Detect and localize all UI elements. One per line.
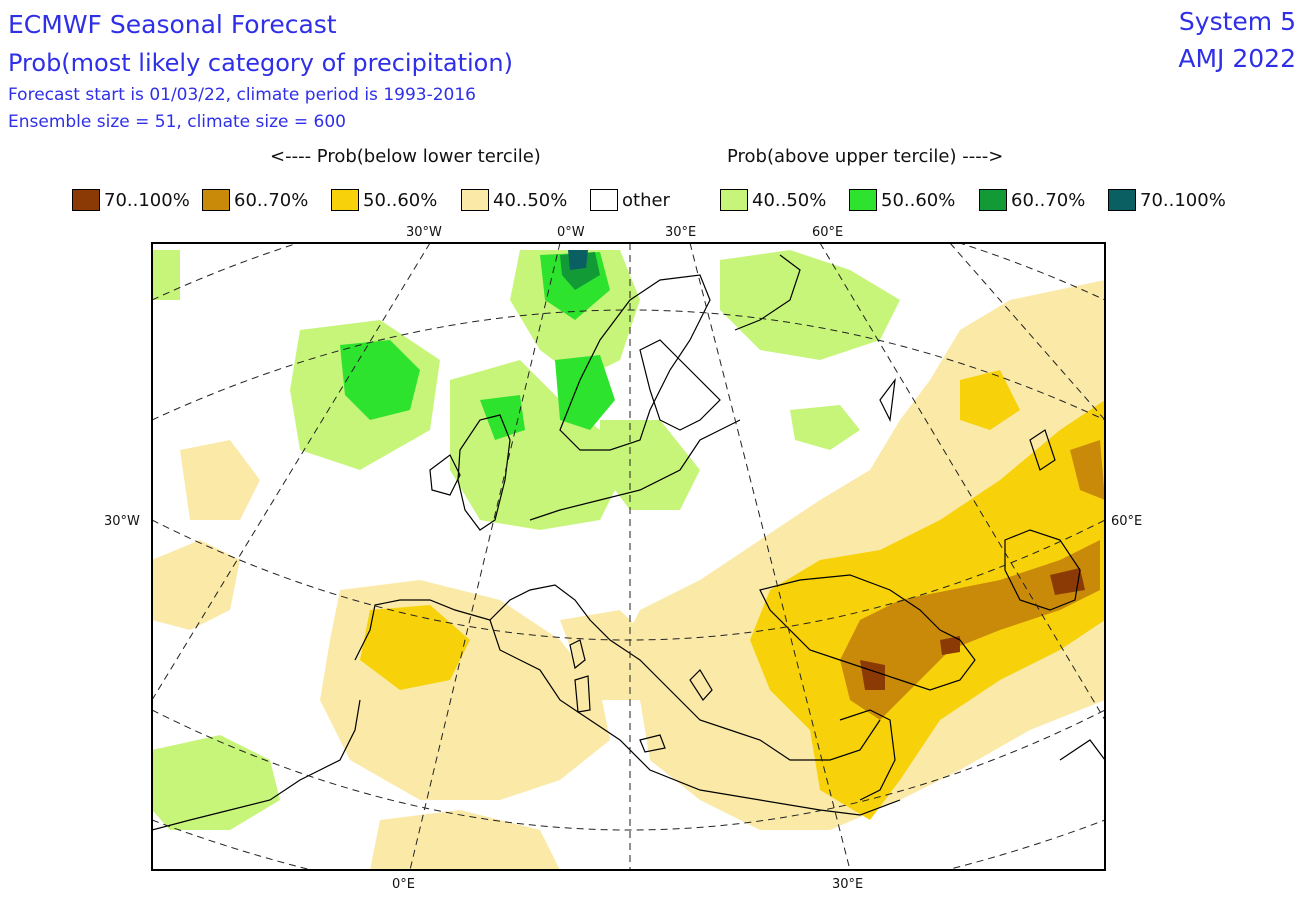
grid-label-top-30e: 30°E xyxy=(665,225,696,240)
coastline-great-britain xyxy=(457,414,511,531)
latitude-line-60 xyxy=(152,309,1105,421)
wet-area-atlantic-core xyxy=(340,340,420,420)
legend-item-above-60-70: 60..70% xyxy=(979,187,1085,213)
coastline-white-sea xyxy=(734,254,801,331)
legend-label: 70..100% xyxy=(104,189,190,211)
coastline-corsica xyxy=(569,639,586,670)
wet-area-russia-mid xyxy=(790,405,860,450)
coastline-caspian-sea xyxy=(1004,529,1081,611)
coastline-novaya-zemlya xyxy=(879,377,896,423)
meridian-east-30 xyxy=(819,243,1105,721)
map-frame xyxy=(151,242,1106,871)
coastline-scandinavia xyxy=(559,274,711,451)
grid-label-bottom-30e: 30°E xyxy=(832,877,863,892)
legend-label: 50..60% xyxy=(363,189,438,211)
chart-subtitle: Prob(most likely category of precipitati… xyxy=(8,49,513,77)
dry-70-100-areas xyxy=(860,568,1085,690)
grid-label-top-60e: 60°E xyxy=(812,225,843,240)
legend-label: 60..70% xyxy=(1011,189,1086,211)
legend-item-below-50-60: 50..60% xyxy=(331,187,437,213)
wet-area-corner xyxy=(152,250,180,300)
legend-item-above-70-100: 70..100% xyxy=(1108,187,1226,213)
legend-swatch xyxy=(979,189,1007,211)
graticule xyxy=(152,243,1105,870)
coastline-ireland xyxy=(429,454,461,496)
legend-label: 40..50% xyxy=(752,189,827,211)
legend-below-title: <---- Prob(below lower tercile) xyxy=(270,146,541,167)
coastline-sardinia xyxy=(574,675,591,713)
legend-swatch xyxy=(720,189,748,211)
system-label: System 5 xyxy=(1178,7,1296,36)
color-legend: 70..100% 60..70% 50..60% 40..50% other 4… xyxy=(72,187,1242,213)
dry-60-70-areas xyxy=(840,440,1105,720)
grid-label-top-30w: 30°W xyxy=(406,225,442,240)
coastline-ural-lake xyxy=(1029,429,1056,471)
legend-label: 70..100% xyxy=(1140,189,1226,211)
dry-area-atlantic-north xyxy=(180,440,260,520)
coastline-north-europe xyxy=(529,419,741,521)
dry-area-iberia-core xyxy=(360,605,470,690)
coastline-north-africa-atlantic xyxy=(152,699,361,831)
coastline-gulf xyxy=(1059,739,1105,761)
legend-swatch xyxy=(1108,189,1136,211)
legend-label: other xyxy=(622,189,670,211)
coastline-sicily xyxy=(639,734,666,753)
legend-swatch xyxy=(331,189,359,211)
coastline-aegean-island xyxy=(689,669,713,701)
dry-area-core-3 xyxy=(940,636,960,655)
legend-item-above-50-60: 50..60% xyxy=(849,187,955,213)
legend-item-above-40-50: 40..50% xyxy=(720,187,826,213)
legend-above-title: Prob(above upper tercile) ----> xyxy=(727,146,1004,167)
dry-area-core-2 xyxy=(1050,568,1085,595)
grid-label-left-30w: 30°W xyxy=(104,514,140,529)
dry-area-atlantic xyxy=(152,540,240,630)
wet-area-norway-max xyxy=(568,250,588,270)
probability-shading xyxy=(152,250,1105,870)
meridian-east-60 xyxy=(949,243,1105,421)
legend-label: 40..50% xyxy=(493,189,568,211)
wet-70-100-areas xyxy=(568,250,588,270)
legend-swatch xyxy=(461,189,489,211)
legend-label: 50..60% xyxy=(881,189,956,211)
coastline-levant xyxy=(839,709,896,801)
dry-area-black-sea xyxy=(840,540,1100,720)
legend-label: 60..70% xyxy=(234,189,309,211)
grid-label-top-0w: 0°W xyxy=(557,225,585,240)
chart-title: ECMWF Seasonal Forecast xyxy=(8,10,337,39)
legend-item-below-70-100: 70..100% xyxy=(72,187,190,213)
latitude-line-45 xyxy=(152,519,1105,641)
legend-item-below-60-70: 60..70% xyxy=(202,187,308,213)
coastline-mediterranean-north xyxy=(489,584,881,761)
season-label: AMJ 2022 xyxy=(1178,44,1296,73)
legend-swatch xyxy=(590,189,618,211)
legend-item-below-40-50: 40..50% xyxy=(461,187,567,213)
legend-swatch xyxy=(202,189,230,211)
wet-area-west-africa xyxy=(152,735,280,830)
dry-area-far-east xyxy=(1070,440,1105,500)
legend-swatch xyxy=(849,189,877,211)
coastline-baltic-sea xyxy=(639,339,721,431)
latitude-line-20 xyxy=(152,819,1105,870)
meridian-west-30 xyxy=(152,243,431,701)
wet-area-russia-north xyxy=(720,250,900,360)
wet-area-scandinavia xyxy=(600,420,700,510)
wet-area-scotland xyxy=(480,395,525,440)
legend-item-other: other xyxy=(590,187,670,213)
coastline-black-sea xyxy=(759,574,976,691)
legend-swatch xyxy=(72,189,100,211)
latitude-line-30 xyxy=(152,709,1105,831)
dry-area-north-east xyxy=(960,370,1020,430)
latitude-line-70 xyxy=(152,243,1105,301)
ensemble-info-line: Ensemble size = 51, climate size = 600 xyxy=(8,112,346,132)
grid-label-bottom-0e: 0°E xyxy=(392,877,415,892)
coastlines xyxy=(152,254,1105,831)
grid-label-right-60e: 60°E xyxy=(1111,514,1142,529)
coastline-mediterranean-south xyxy=(354,599,901,816)
forecast-info-line: Forecast start is 01/03/22, climate peri… xyxy=(8,85,476,105)
dry-area-core-1 xyxy=(860,660,885,690)
wet-area-norway-coast xyxy=(555,355,615,430)
dry-area-sahara xyxy=(370,810,560,870)
